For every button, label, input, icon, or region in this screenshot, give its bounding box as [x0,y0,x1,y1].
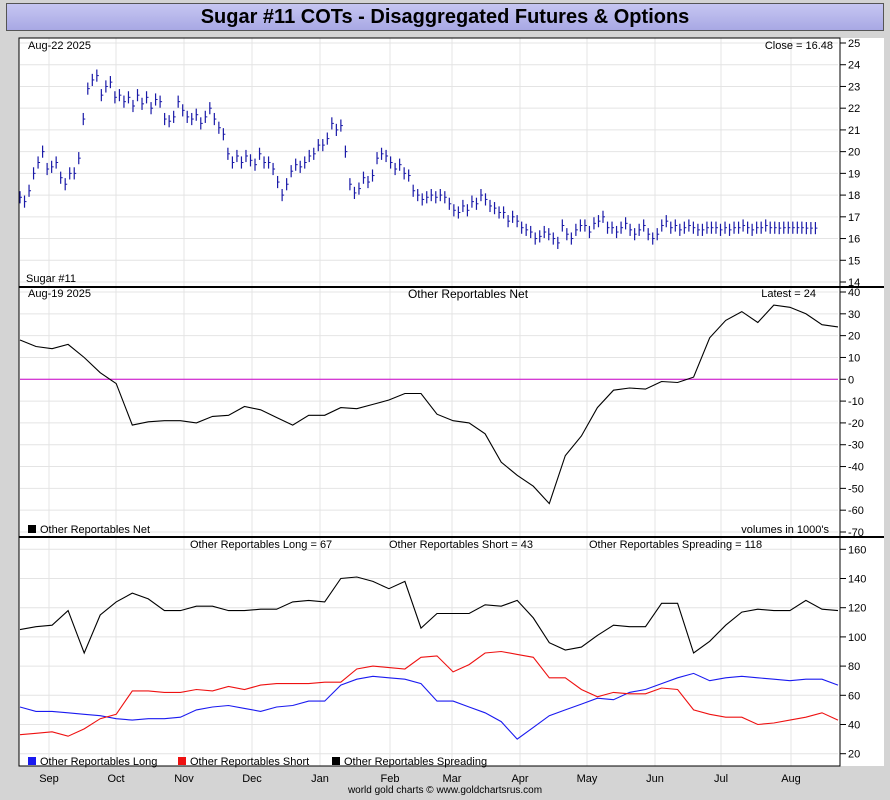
y-tick-label: 19 [848,168,860,180]
net-units-label: volumes in 1000's [741,524,829,536]
y-tick-label: 21 [848,125,860,137]
y-tick-label: 20 [848,331,860,343]
long-series-line [19,672,839,740]
price-close-label: Close = 16.48 [765,40,833,52]
y-tick-label: 40 [848,720,860,732]
net-latest-label: Latest = 24 [761,288,816,300]
chart-title: Sugar #11 COTs - Disaggregated Futures &… [6,3,884,31]
y-tick-label: 60 [848,690,860,702]
y-tick-label: 16 [848,234,860,246]
month-tick-label: Aug [781,773,801,785]
y-tick-label: 23 [848,81,860,93]
y-tick-label: 10 [848,352,860,364]
y-tick-label: 0 [848,374,854,386]
short-legend-swatch [178,757,186,765]
plot-background [19,38,840,766]
y-tick-label: 15 [848,255,860,267]
long-legend-swatch [28,757,36,765]
net-series-line [19,304,839,505]
y-tick-label: -40 [848,462,864,474]
y-tick-label: 30 [848,309,860,321]
y-tick-label: 100 [848,632,866,644]
y-tick-label: 160 [848,544,866,556]
month-tick-label: Apr [511,773,528,785]
plot-border [18,37,841,767]
y-tick-label: -60 [848,505,864,517]
month-tick-label: Feb [381,773,400,785]
month-axis: Sep Oct Nov Dec Jan Feb Mar Apr May Jun Jul Aug [39,773,801,785]
month-tick-label: Jun [646,773,664,785]
long-legend-label: Other Reportables Long [40,756,157,768]
price-series-label: Sugar #11 [26,273,76,285]
month-tick-label: Sep [39,773,59,785]
month-tick-label: Jan [311,773,329,785]
y-tick-label: 25 [848,38,860,50]
short-latest-label: Other Reportables Short = 43 [389,539,533,551]
y-tick-label: 20 [848,749,860,761]
y-tick-label: 17 [848,212,860,224]
spread-latest-label: Other Reportables Spreading = 118 [589,539,762,551]
net-panel-title: Other Reportables Net [408,287,529,301]
month-tick-label: Oct [107,773,124,785]
y-tick-label: -20 [848,418,864,430]
y-tick-label: 120 [848,603,866,615]
net-date-label: Aug-19 2025 [28,288,91,300]
footer-credit: world gold charts © www.goldchartsrus.co… [347,785,543,796]
axis-background [840,38,884,766]
month-tick-label: Mar [443,773,462,785]
long-latest-label: Other Reportables Long = 67 [190,539,332,551]
short-series-line [19,650,839,737]
y-tick-label: -10 [848,396,864,408]
net-legend-label: Other Reportables Net [40,524,150,536]
y-tick-label: 40 [848,287,860,299]
spread-legend-swatch [332,757,340,765]
spread-legend-label: Other Reportables Spreading [344,756,487,768]
month-tick-label: Dec [242,773,262,785]
y-tick-label: 24 [848,60,860,72]
price-date-label: Aug-22 2025 [28,40,91,52]
y-tick-label: 140 [848,574,866,586]
spread-series-line [19,576,839,655]
y-tick-label: -50 [848,483,864,495]
short-legend-label: Other Reportables Short [190,756,309,768]
y-tick-label: 20 [848,147,860,159]
y-tick-label: 18 [848,190,860,202]
month-tick-label: May [577,773,598,785]
y-tick-label: -30 [848,440,864,452]
month-tick-label: Nov [174,773,194,785]
y-tick-label: 22 [848,103,860,115]
axis-layer: 141516171819202122232425-70-60-50-40-30-… [840,38,866,761]
marks-layer [19,69,839,740]
net-legend-swatch [28,525,36,533]
y-tick-label: 80 [848,661,860,673]
month-tick-label: Jul [714,773,728,785]
